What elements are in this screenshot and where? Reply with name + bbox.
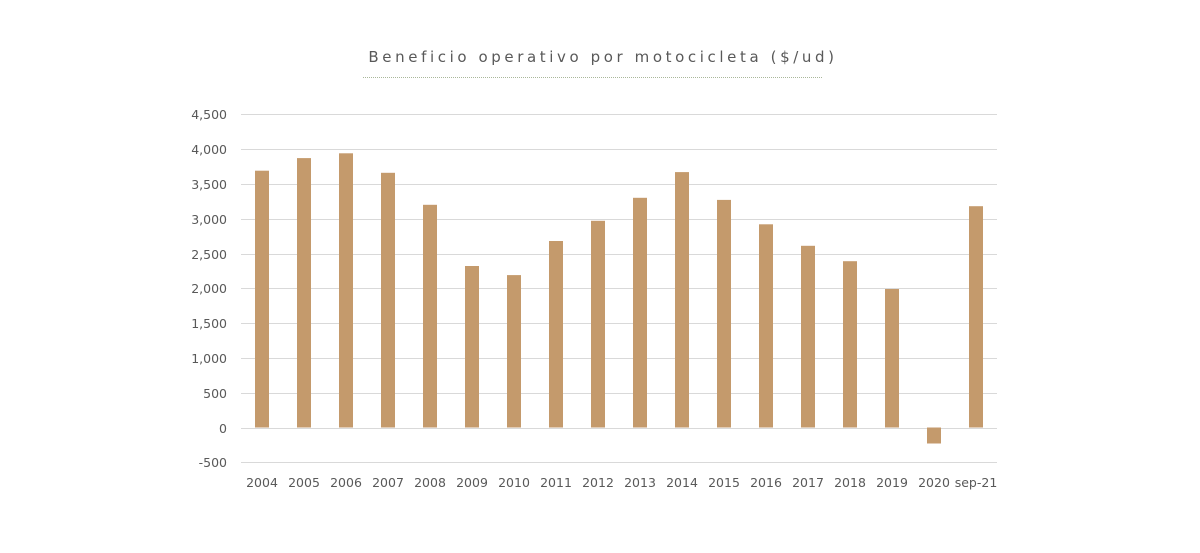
y-tick-label: 500 [203,386,227,401]
x-tick-label: 2017 [792,475,824,490]
bar-2008 [423,204,437,428]
y-tick-label: 1,000 [191,351,227,366]
x-tick-label: 2008 [414,475,446,490]
x-tick-label: 2004 [246,475,278,490]
x-tick-label: 2016 [750,475,782,490]
x-tick-label: 2019 [876,475,908,490]
bar-2004 [255,170,269,428]
x-tick-label: 2012 [582,475,614,490]
gridlines [241,114,997,463]
y-tick-label: -500 [199,455,227,470]
x-axis-ticks: 2004 2005 2006 2007 2008 2009 2010 2011 2012 2013… [246,475,997,490]
y-tick-label: 3,500 [191,177,227,192]
bar-2013 [633,197,647,428]
x-tick-label: 2010 [498,475,530,490]
y-axis-ticks: -500 0 500 1,000 1,500 2,000 2,500 3,000 3,500 4,… [191,107,227,470]
bar-sep-21 [969,206,983,428]
bar-2011 [549,241,563,428]
bar-2010 [507,275,521,428]
x-tick-label: 2006 [330,475,362,490]
y-tick-label: 0 [219,421,227,436]
bar-2012 [591,220,605,428]
x-tick-label: sep-21 [955,475,998,490]
bar-2007 [381,172,395,428]
x-tick-label: 2013 [624,475,656,490]
bar-2019 [885,289,899,428]
y-tick-label: 2,500 [191,247,227,262]
bar-2014 [675,172,689,428]
y-tick-label: 2,000 [191,281,227,296]
bar-2015 [717,199,731,428]
bar-2018 [843,261,857,428]
y-tick-label: 4,500 [191,107,227,122]
bar-2009 [465,266,479,428]
bar-2006 [339,153,353,428]
y-tick-label: 3,000 [191,212,227,227]
y-tick-label: 4,000 [191,142,227,157]
x-tick-label: 2014 [666,475,698,490]
x-tick-label: 2011 [540,475,572,490]
bars [255,153,983,444]
bar-2020 [927,427,941,444]
x-tick-label: 2015 [708,475,740,490]
bar-2017 [801,245,815,428]
bar-2005 [297,158,311,428]
y-tick-label: 1,500 [191,316,227,331]
x-tick-label: 2009 [456,475,488,490]
bar-2016 [759,224,773,428]
x-tick-label: 2018 [834,475,866,490]
x-tick-label: 2020 [918,475,950,490]
chart-title: Beneficio operativo por motocicleta ($/u… [368,48,837,66]
x-tick-label: 2005 [288,475,320,490]
x-tick-label: 2007 [372,475,404,490]
